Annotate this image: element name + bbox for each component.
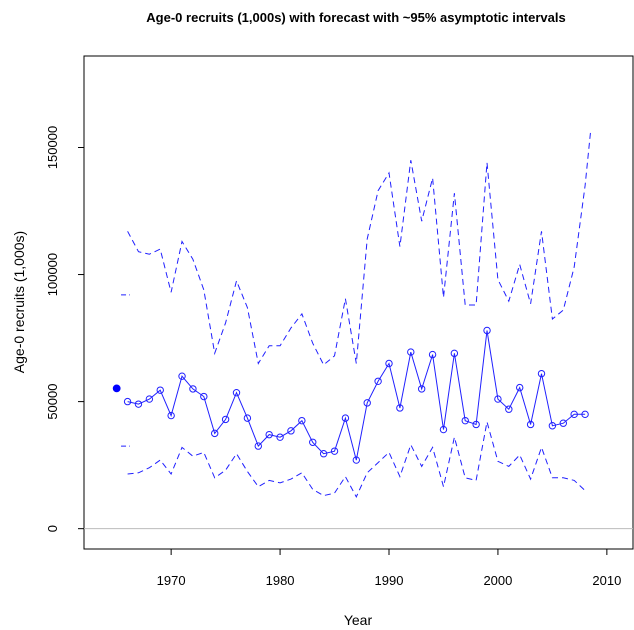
recruits-point <box>232 389 241 397</box>
recruits-point <box>581 410 589 419</box>
recruits-point <box>548 422 557 430</box>
initial-point <box>112 384 121 393</box>
recruits-point <box>145 395 154 403</box>
y-tick-label: 0 <box>45 525 60 532</box>
recruits-point <box>363 399 371 407</box>
recruits-point <box>298 416 306 425</box>
recruits-point <box>505 405 513 413</box>
x-tick-label: 2010 <box>592 573 621 588</box>
recruits-point <box>200 392 208 401</box>
recruits-point <box>211 429 219 438</box>
x-tick-label: 1970 <box>157 573 186 588</box>
x-tick-label: 2000 <box>483 573 512 588</box>
recruits-point <box>330 447 339 455</box>
chart-title: Age-0 recruits (1,000s) with forecast wi… <box>146 10 565 25</box>
recruits-point <box>319 450 328 458</box>
recruits-point <box>450 349 459 358</box>
recruits-point <box>156 386 164 394</box>
series-layer <box>112 132 591 499</box>
recruits-point <box>516 383 524 392</box>
recruits-line <box>127 330 586 461</box>
interval-line <box>127 421 586 499</box>
recruits-point <box>407 348 415 356</box>
y-tick-label: 100000 <box>45 253 60 296</box>
recruits-point <box>428 350 437 359</box>
recruits-point <box>123 397 132 406</box>
recruits-point <box>134 400 143 408</box>
recruits-point <box>570 410 578 419</box>
recruits-point <box>265 430 273 439</box>
recruits-point <box>472 420 480 429</box>
recruits-point <box>276 433 284 441</box>
y-axis-label: Age-0 recruits (1,000s) <box>11 231 27 373</box>
recruits-point <box>221 415 230 424</box>
x-axis: 1970 1980 1990 2000 2010 <box>157 549 621 588</box>
recruits-point <box>526 420 535 429</box>
recruits-point <box>537 369 546 378</box>
recruits-point <box>494 395 502 403</box>
recruits-point <box>439 425 448 434</box>
recruits-point <box>309 438 317 446</box>
recruits-point <box>374 377 382 385</box>
recruits-point <box>167 411 175 420</box>
recruits-point <box>189 385 197 393</box>
recruits-point <box>243 414 252 422</box>
y-axis: 0 50000 100000 150000 <box>45 126 84 532</box>
x-tick-label: 1990 <box>375 573 404 588</box>
interval-line <box>127 132 591 366</box>
recruits-point <box>385 359 393 368</box>
x-tick-label: 1980 <box>266 573 295 588</box>
recruits-point <box>461 416 469 425</box>
recruits-point <box>341 414 350 422</box>
y-tick-label: 150000 <box>45 126 60 169</box>
x-axis-label: Year <box>344 612 373 628</box>
recruits-point <box>254 442 262 450</box>
recruits-point <box>559 419 567 427</box>
recruits-point <box>352 456 361 464</box>
plot-frame <box>83 55 634 550</box>
recruits-point <box>287 427 295 435</box>
recruits-point <box>396 404 404 412</box>
recruits-point <box>483 326 491 335</box>
recruits-point <box>417 385 426 393</box>
recruits-point <box>178 372 186 380</box>
y-tick-label: 50000 <box>45 384 60 420</box>
